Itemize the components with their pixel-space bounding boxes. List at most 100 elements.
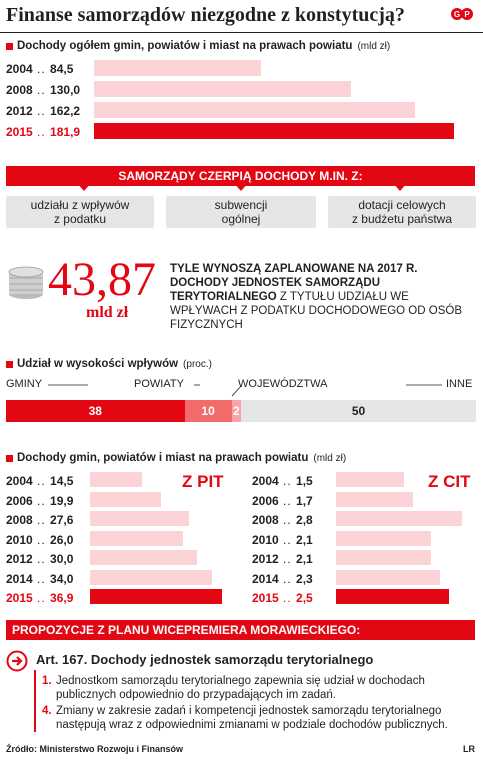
data-label: 2,8 — [296, 513, 313, 527]
year-label: 2015 .. 2,5 — [252, 591, 313, 605]
dots-text: .. — [32, 591, 51, 605]
section5-heading: Dochody gmin, powiatów i miast na prawac… — [6, 452, 346, 464]
dots-text: .. — [32, 571, 51, 586]
paragraph-4: Zmiany w zakresie zadań i kompetencji je… — [56, 705, 448, 731]
year-text: 2004 — [6, 474, 33, 488]
year-label: 2008 .. 27,6 — [6, 513, 73, 527]
bar — [90, 589, 223, 604]
paragraph-4-number: 4. — [42, 705, 52, 717]
data-label: 2,5 — [296, 591, 313, 605]
proposals-banner: PROPOZYCJE Z PLANU WICEPREMIERA MORAWIEC… — [6, 620, 475, 640]
year-label: 2006 .. 1,7 — [252, 494, 313, 508]
year-text: 2014 — [252, 571, 279, 586]
bar — [90, 569, 212, 585]
year-text: 2004 — [6, 62, 33, 76]
year-label: 2015 .. 36,9 — [6, 591, 73, 605]
bar — [336, 472, 404, 487]
category-label: GMINY — [6, 378, 43, 390]
year-label: 2004 .. 1,5 — [252, 474, 313, 488]
year-text: 2012 — [6, 552, 33, 566]
bar — [94, 123, 454, 139]
bullet-icon — [6, 360, 13, 368]
year-text: 2006 — [252, 493, 279, 508]
year-label: 2014 .. 34,0 — [6, 572, 73, 586]
bullet-icon — [6, 454, 13, 462]
dots-text: .. — [278, 493, 297, 508]
dots-text: .. — [32, 493, 51, 508]
bar — [336, 530, 431, 546]
big-number-description: TYLE WYNOSZĄ ZAPLANOWANE NA 2017 R. DOCH… — [170, 263, 462, 331]
year-label: 2010 .. 2,1 — [252, 533, 313, 547]
year-text: 2015 — [6, 591, 33, 605]
source-note: Źródło: Ministerstwo Rozwoju i Finansów — [6, 744, 183, 754]
bar — [90, 491, 162, 507]
data-label: 26,0 — [50, 532, 74, 547]
year-label: 2008 .. 130,0 — [6, 83, 80, 97]
dots-text: .. — [32, 532, 51, 547]
bar — [336, 569, 440, 585]
article-divider — [34, 670, 36, 732]
page-title: Finanse samorządów niezgodne z konstytuc… — [6, 4, 405, 26]
data-label: 130,0 — [50, 83, 81, 97]
data-label: 2,1 — [296, 532, 313, 547]
sources-banner: SAMORZĄDY CZERPIĄ DOCHODY M.IN. Z: — [6, 166, 475, 186]
dots-text: .. — [278, 591, 297, 605]
bar — [94, 102, 415, 118]
paragraph-1: Jednostkom samorządu terytorialnego zape… — [56, 675, 425, 701]
credit: LR — [463, 744, 475, 754]
bar — [336, 511, 462, 526]
year-text: 2014 — [6, 571, 33, 586]
data-label: 36,9 — [50, 591, 74, 605]
category-label: WOJEWÓDZTWA — [238, 378, 328, 390]
data-label: 2,1 — [296, 552, 313, 566]
data-label: 1,7 — [296, 493, 313, 508]
stacked-segment: 2 — [231, 400, 241, 422]
year-text: 2015 — [252, 591, 279, 605]
stacked-segment: 38 — [6, 400, 185, 422]
dots-text: .. — [32, 62, 51, 76]
total-income-chart: 2004 .. 84,5 2008 .. 130,0 2012 .. 162,2 20… — [6, 60, 476, 150]
bar — [90, 530, 184, 546]
paragraph-1-number: 1. — [42, 675, 52, 687]
dots-text: .. — [32, 552, 51, 566]
publisher-logo-icon: G P — [451, 8, 473, 20]
dots-text: .. — [278, 532, 297, 547]
bar — [90, 511, 189, 526]
svg-text:P: P — [464, 10, 470, 19]
year-label: 2015 .. 181,9 — [6, 125, 80, 139]
bullet-icon — [6, 42, 13, 50]
data-label: 181,9 — [50, 125, 81, 139]
year-text: 2008 — [6, 513, 33, 527]
leader-lines — [48, 384, 442, 397]
category-label: INNE — [446, 378, 473, 390]
year-text: 2010 — [252, 532, 279, 547]
year-label: 2004 .. 14,5 — [6, 474, 73, 488]
leader-line — [231, 384, 243, 397]
coins-icon — [8, 266, 44, 299]
bar — [94, 60, 262, 76]
svg-text:G: G — [454, 10, 460, 19]
source-box-tax-share: udziału z wpływów z podatku — [6, 196, 154, 228]
dots-text: .. — [32, 83, 51, 97]
data-label: 19,9 — [50, 493, 74, 508]
dots-text: .. — [278, 571, 297, 586]
source-box-subsidy: subwencji ogólnej — [166, 196, 316, 228]
bar — [90, 550, 198, 565]
year-label: 2012 .. 30,0 — [6, 552, 73, 566]
dots-text: .. — [32, 125, 51, 139]
year-text: 2008 — [6, 83, 33, 97]
year-label: 2012 .. 162,2 — [6, 104, 80, 118]
year-text: 2012 — [252, 552, 279, 566]
year-text: 2004 — [252, 474, 279, 488]
dots-text: .. — [278, 474, 297, 488]
year-label: 2008 .. 2,8 — [252, 513, 313, 527]
data-label: 30,0 — [50, 552, 74, 566]
stacked-segment: 50 — [241, 400, 476, 422]
year-label: 2006 .. 19,9 — [6, 494, 73, 508]
year-label: 2012 .. 2,1 — [252, 552, 313, 566]
chart-title: Z CIT — [428, 472, 471, 491]
data-label: 2,3 — [296, 571, 313, 586]
dots-text: .. — [32, 474, 51, 488]
year-text: 2015 — [6, 125, 33, 139]
year-text: 2012 — [6, 104, 33, 118]
